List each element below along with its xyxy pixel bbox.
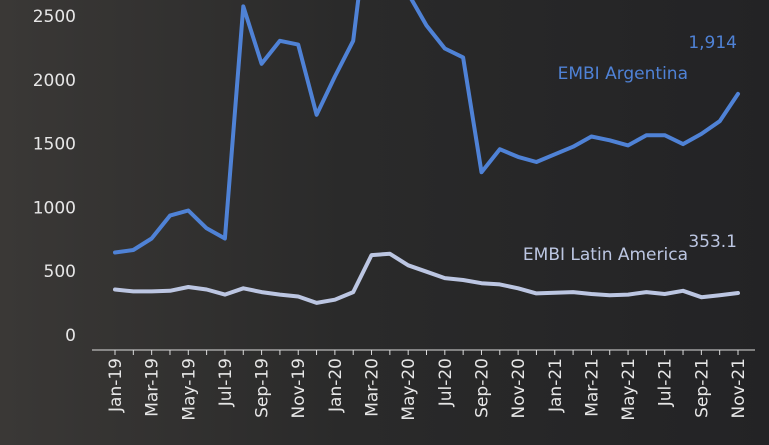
x-tick-label: Jul-21 [656, 358, 676, 407]
x-tick-label: May-20 [399, 358, 419, 421]
x-tick-label: Nov-19 [289, 358, 309, 419]
y-tick-label: 1000 [33, 198, 76, 218]
data-label: 353.1 [688, 232, 737, 252]
x-tick-label: Jul-19 [216, 358, 236, 407]
x-tick-label: Jan-20 [326, 358, 346, 413]
series-label: EMBI Latin America [523, 245, 688, 265]
y-tick-label: 500 [44, 262, 76, 282]
y-tick-label: 2000 [33, 71, 76, 91]
x-tick-label: Jul-20 [436, 358, 456, 407]
x-tick-label: Nov-20 [509, 358, 529, 419]
x-tick-label: Sep-20 [472, 358, 492, 418]
y-tick-label: 1500 [33, 135, 76, 155]
series-label: EMBI Argentina [558, 64, 688, 84]
x-tick-label: Mar-21 [582, 358, 602, 417]
x-tick-label: May-19 [179, 358, 199, 421]
x-tick-label: May-21 [619, 358, 639, 421]
x-tick-label: Jan-19 [106, 358, 126, 413]
x-tick-label: Sep-19 [253, 358, 273, 418]
plot-area [113, 0, 740, 305]
data-label: 1,914 [688, 33, 737, 53]
y-tick-label: 0 [65, 326, 76, 346]
x-tick-label: Jan-21 [546, 358, 566, 413]
y-tick-label: 2500 [33, 7, 76, 27]
x-tick-label: Sep-21 [692, 358, 712, 418]
line-series [113, 251, 740, 305]
x-tick-label: Nov-21 [729, 358, 749, 419]
line-series [113, 0, 740, 255]
x-tick-label: Mar-19 [143, 358, 163, 417]
x-tick-label: Mar-20 [363, 358, 383, 417]
